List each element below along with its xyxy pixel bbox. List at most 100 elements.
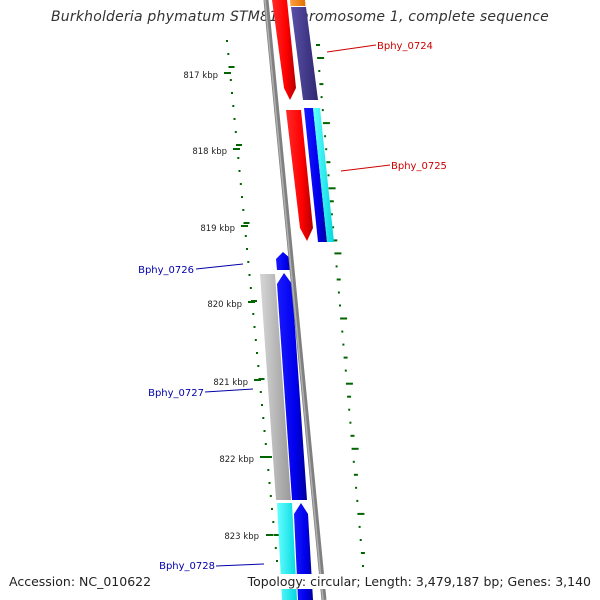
gc-skew-dot xyxy=(259,391,262,393)
feature-red-top xyxy=(272,0,296,100)
gc-skew-dot xyxy=(324,135,327,138)
gc-skew-dot xyxy=(325,148,328,151)
gc-skew-dot xyxy=(344,369,347,372)
gc-skew-dot xyxy=(328,187,336,190)
gc-skew-dot xyxy=(229,79,232,81)
gc-skew-dot xyxy=(263,430,266,432)
gc-skew-dot xyxy=(350,434,355,437)
callout-line-0725 xyxy=(340,164,391,172)
feature-red-0725 xyxy=(286,110,313,241)
gc-skew-dot xyxy=(334,252,342,255)
gc-skew-dot xyxy=(267,469,270,471)
tick-label-817: 817 kbp xyxy=(183,71,218,81)
tick-label-819: 819 kbp xyxy=(200,224,235,234)
gc-skew-dot xyxy=(243,222,250,224)
gc-skew-dot xyxy=(266,456,272,458)
gc-skew-dot xyxy=(227,53,230,55)
callout-line-0727 xyxy=(204,388,254,393)
gc-skew-dot xyxy=(228,66,235,68)
callout-line-0724 xyxy=(326,44,377,53)
gc-skew-dot xyxy=(274,547,277,549)
gc-skew-dot xyxy=(320,96,323,99)
gc-skew-dot xyxy=(345,382,353,385)
topology-text: Topology: circular; Length: 3,479,187 bp… xyxy=(247,574,591,589)
gene-label-bphy-0726[interactable]: Bphy_0726 xyxy=(138,265,194,276)
feature-purple-0724 xyxy=(291,7,318,100)
gc-skew-dot xyxy=(352,460,355,463)
chromosome-backbone-highlight xyxy=(264,0,324,600)
gc-skew-dot xyxy=(254,339,257,341)
gc-skew-dot xyxy=(237,157,240,159)
gc-skew-dot xyxy=(233,118,236,120)
gc-skew-dot xyxy=(327,174,330,177)
gc-skew-dot xyxy=(357,512,365,515)
gc-skew-dot xyxy=(348,408,351,411)
gc-skew-dot xyxy=(272,521,275,523)
gc-skew-dot xyxy=(360,552,365,554)
gene-label-bphy-0728[interactable]: Bphy_0728 xyxy=(159,561,215,572)
gc-skew-dot xyxy=(264,443,267,445)
gc-skew-dot xyxy=(232,105,235,107)
gc-skew-dot xyxy=(362,565,364,567)
gc-skew-dot xyxy=(226,40,228,42)
gc-skew-dot xyxy=(316,44,320,46)
gc-skew-dot xyxy=(333,239,338,242)
gc-skew-dot xyxy=(329,200,334,203)
tick-label-821: 821 kbp xyxy=(213,378,248,388)
gc-skew-dot xyxy=(239,183,242,185)
gc-skew-dot xyxy=(342,343,345,346)
gc-skew-dot xyxy=(321,109,324,112)
gc-skew-dot xyxy=(249,287,252,289)
chromosome-backbone xyxy=(263,0,327,600)
gc-skew-dot xyxy=(244,235,247,237)
gc-skew-dot xyxy=(273,534,280,536)
gc-skew-dot xyxy=(351,447,359,450)
gc-skew-dot xyxy=(349,421,352,424)
feature-blue-0725 xyxy=(304,108,327,242)
feature-orange-top xyxy=(290,0,306,6)
gc-skew-dot xyxy=(336,278,341,281)
tick-label-820: 820 kbp xyxy=(207,300,242,310)
gc-skew-dot xyxy=(231,92,233,94)
gc-skew-dot xyxy=(242,209,245,211)
gene-label-bphy-0727[interactable]: Bphy_0727 xyxy=(148,388,204,399)
gc-skew-dot xyxy=(335,265,338,268)
tick-label-818: 818 kbp xyxy=(192,147,227,157)
tick-marks xyxy=(224,72,273,536)
gc-skew-dot xyxy=(257,365,260,367)
gc-skew-dot xyxy=(330,213,333,216)
gc-skew-dot xyxy=(269,495,272,497)
gc-skew-dot xyxy=(326,161,331,164)
gc-skew-dot xyxy=(341,330,344,333)
feature-blue-0727 xyxy=(277,273,307,500)
gc-skew-dot xyxy=(359,539,362,541)
gc-skew-dot xyxy=(256,352,258,354)
gc-skew-dot xyxy=(247,261,250,263)
feature-cyan-0725 xyxy=(313,108,334,242)
gc-skew-dot xyxy=(252,313,255,315)
gc-skew-dot xyxy=(234,131,237,133)
gc-skew-dot xyxy=(246,248,248,250)
gc-skew-dot xyxy=(248,274,251,276)
gc-skew-dot xyxy=(343,356,348,359)
tick-label-822: 822 kbp xyxy=(219,455,254,465)
gene-label-bphy-0724[interactable]: Bphy_0724 xyxy=(377,41,433,52)
gc-skew-dot xyxy=(253,326,256,328)
gc-skew-dot xyxy=(339,304,341,307)
gc-skew-dot xyxy=(261,404,263,406)
gc-skew-dot xyxy=(241,196,243,198)
gc-skew-dot xyxy=(258,378,265,380)
gc-skew-dot xyxy=(355,486,358,489)
gc-skew-dot xyxy=(337,291,340,294)
gene-label-bphy-0725[interactable]: Bphy_0725 xyxy=(391,161,447,172)
callout-line-0726 xyxy=(195,263,244,270)
gc-skew-dot xyxy=(318,70,321,72)
feature-gray-0727 xyxy=(260,274,291,500)
gc-skew-dot xyxy=(340,317,348,320)
gc-skew-dot xyxy=(347,395,352,398)
gc-skew-dot xyxy=(276,560,278,562)
gc-skew-dot xyxy=(353,473,358,476)
accession-text: Accession: NC_010622 xyxy=(9,574,152,589)
